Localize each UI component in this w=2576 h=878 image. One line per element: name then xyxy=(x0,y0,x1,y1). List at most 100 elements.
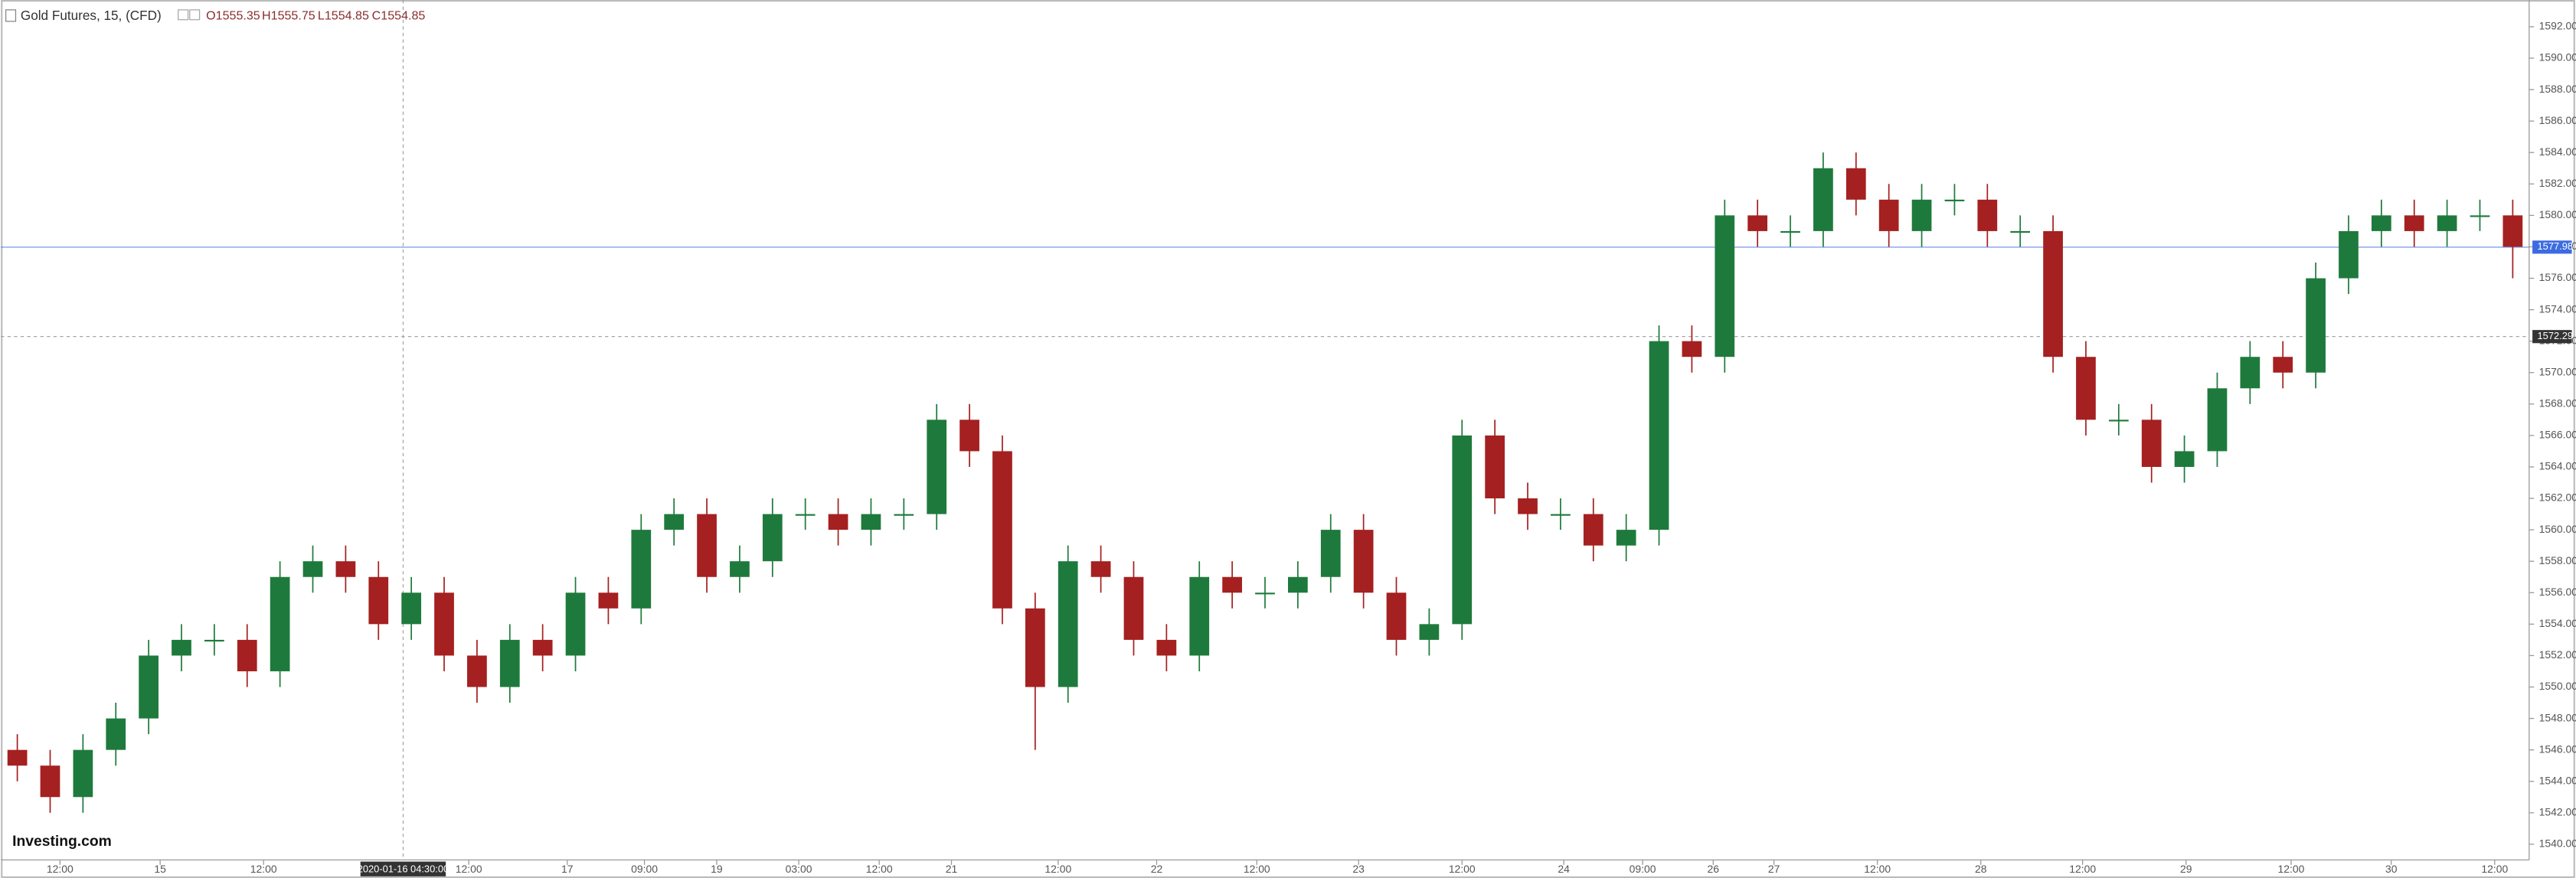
logo: Investing.com xyxy=(12,834,112,850)
x-tick-label: 12:00 xyxy=(2481,863,2508,875)
candle-body xyxy=(664,514,685,530)
x-tick-label: 12:00 xyxy=(456,863,482,875)
candle-body xyxy=(1320,530,1341,577)
x-tick-label: 24 xyxy=(1558,863,1570,875)
candle-body xyxy=(992,451,1012,609)
last-price-box xyxy=(2532,240,2572,254)
candle-body xyxy=(1518,498,1538,514)
y-tick-label: 1548.00 xyxy=(2539,711,2576,723)
x-tick-label: 23 xyxy=(1352,863,1365,875)
y-tick-label: 1566.00 xyxy=(2539,429,2576,441)
candle-body xyxy=(565,592,586,656)
candle-body xyxy=(2043,230,2063,357)
candle-body xyxy=(1780,230,1800,233)
candle-body xyxy=(1878,199,1899,231)
x-tick-label: 12:00 xyxy=(1044,863,1071,875)
ohlc-open: O1555.35 xyxy=(206,9,260,23)
x-tick-label: 19 xyxy=(711,863,723,875)
ohlc-close: C1554.85 xyxy=(372,9,426,23)
candle-body xyxy=(1977,199,1998,231)
candle-body xyxy=(302,561,323,577)
candle-body xyxy=(631,530,652,609)
x-tick-label: 12:00 xyxy=(2278,863,2305,875)
candle-body xyxy=(368,576,389,625)
x-tick-label: 28 xyxy=(1975,863,1987,875)
candle-body xyxy=(467,655,487,687)
candle-body xyxy=(1551,514,1571,516)
y-tick-label: 1552.00 xyxy=(2539,648,2576,661)
y-tick-label: 1576.00 xyxy=(2539,271,2576,283)
x-tick-label: 21 xyxy=(946,863,958,875)
x-tick-label: 15 xyxy=(154,863,166,875)
x-tick-label: 22 xyxy=(1151,863,1163,875)
candle-body xyxy=(2240,357,2261,389)
candle-body xyxy=(1353,530,1374,593)
candle-body xyxy=(335,561,356,577)
y-tick-label: 1560.00 xyxy=(2539,523,2576,535)
candle-body xyxy=(2437,215,2457,231)
candle-body xyxy=(697,514,717,577)
toggle-icon[interactable] xyxy=(178,9,189,21)
candle-body xyxy=(1616,530,1636,546)
candle-body xyxy=(1485,435,1505,499)
y-tick-label: 1580.00 xyxy=(2539,208,2576,220)
x-tick-label: 12:00 xyxy=(1449,863,1476,875)
candle-body xyxy=(2339,230,2359,279)
x-tick-label: 17 xyxy=(561,863,574,875)
x-tick-label: 12:00 xyxy=(866,863,893,875)
y-tick-label: 1542.00 xyxy=(2539,805,2576,818)
candle-body xyxy=(1452,435,1473,625)
y-tick-label: 1582.00 xyxy=(2539,177,2576,189)
candle-body xyxy=(270,576,290,671)
candle-body xyxy=(532,639,553,656)
candle-body xyxy=(894,514,914,516)
candle-body xyxy=(2010,230,2031,233)
candle-body xyxy=(861,514,881,530)
candle-body xyxy=(2502,215,2523,247)
candle-body xyxy=(237,639,257,671)
candle-body xyxy=(40,765,60,798)
y-tick-label: 1562.00 xyxy=(2539,491,2576,504)
candle-body xyxy=(1156,639,1177,656)
candle-body xyxy=(106,718,126,750)
candle-body xyxy=(795,514,816,516)
candle-body xyxy=(2174,451,2195,467)
chart-title: Gold Futures, 15, (CFD) xyxy=(21,8,162,23)
candle-body xyxy=(959,419,979,452)
x-tick-label: 12:00 xyxy=(1244,863,1270,875)
y-tick-label: 1590.00 xyxy=(2539,51,2576,64)
y-tick-label: 1592.00 xyxy=(2539,20,2576,32)
last-price-label: 1577.98 xyxy=(2538,240,2573,252)
candle-body xyxy=(73,749,93,798)
x-tick-label: 29 xyxy=(2180,863,2192,875)
menu-icon[interactable] xyxy=(5,9,17,22)
candle-body xyxy=(2470,215,2490,217)
y-tick-label: 1564.00 xyxy=(2539,460,2576,472)
candle-body xyxy=(730,561,750,577)
y-tick-label: 1588.00 xyxy=(2539,83,2576,95)
candle-body xyxy=(1715,215,1735,357)
candle-body xyxy=(2207,388,2228,452)
candle-body xyxy=(434,592,454,656)
y-tick-label: 1574.00 xyxy=(2539,302,2576,315)
ohlc-high: H1555.75 xyxy=(262,9,315,23)
candle-body xyxy=(598,592,619,609)
x-tick-label: 30 xyxy=(2385,863,2398,875)
x-tick-label: 12:00 xyxy=(47,863,74,875)
x-tick-label: 03:00 xyxy=(786,863,812,875)
candle-body xyxy=(1747,215,1768,231)
y-tick-label: 1558.00 xyxy=(2539,554,2576,566)
candle-body xyxy=(2076,357,2096,420)
x-tick-label: 27 xyxy=(1768,863,1780,875)
candle-body xyxy=(1090,561,1111,577)
candle-body xyxy=(1583,514,1603,546)
toggle-icon[interactable] xyxy=(189,9,201,21)
candle-body xyxy=(139,655,159,719)
candle-body xyxy=(1222,576,1242,593)
candle-body xyxy=(762,514,783,562)
candle-body xyxy=(1682,341,1702,357)
candle-body xyxy=(1419,624,1440,640)
x-tick-label: 12:00 xyxy=(2069,863,2096,875)
y-tick-label: 1550.00 xyxy=(2539,680,2576,692)
